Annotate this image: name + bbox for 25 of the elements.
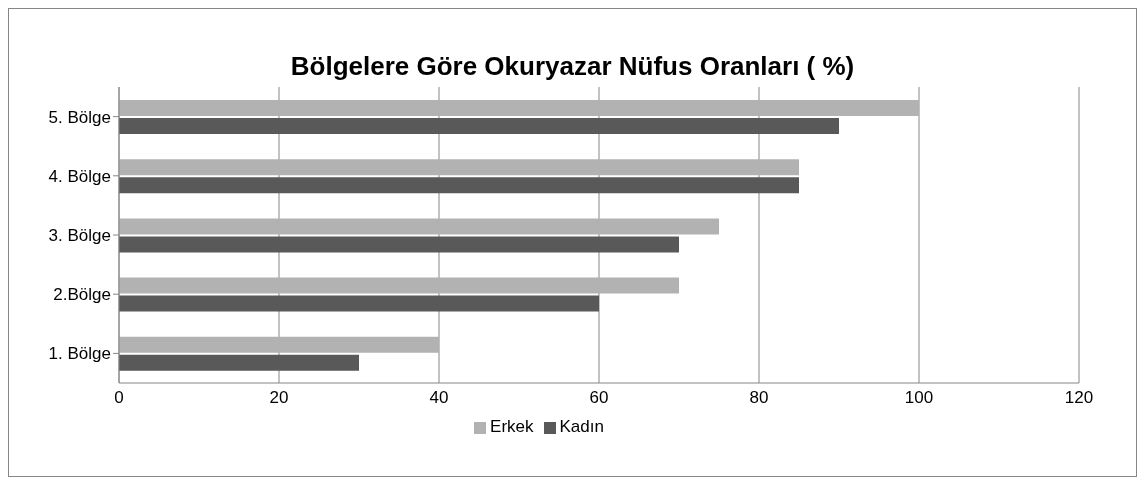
bar [119, 336, 439, 353]
x-tick-label: 80 [749, 388, 769, 408]
x-tick-label: 60 [589, 388, 609, 408]
bar [119, 354, 359, 371]
x-tick-label: 20 [269, 388, 289, 408]
chart-title: Bölgelere Göre Okuryazar Nüfus Oranları ( %) [289, 50, 856, 81]
x-tick-label: 0 [114, 388, 124, 408]
bar [119, 277, 679, 294]
bar [119, 295, 599, 312]
x-tick-label: 40 [429, 388, 449, 408]
y-tick-label: 5. Bölge [48, 107, 111, 127]
y-tick-label: 1. Bölge [48, 344, 111, 364]
legend-label: Kadın [559, 417, 604, 436]
legend-label: Erkek [490, 417, 534, 436]
y-tick-label: 2.Bölge [53, 285, 111, 305]
bar [119, 177, 799, 194]
y-tick-label: 4. Bölge [48, 166, 111, 186]
bar [119, 159, 799, 176]
x-tick-label: 100 [904, 388, 934, 408]
y-tick-label: 3. Bölge [48, 226, 111, 246]
bar [119, 236, 679, 253]
bar [119, 218, 719, 235]
bar [119, 100, 919, 117]
bar [119, 118, 839, 135]
x-tick-label: 120 [1064, 388, 1094, 408]
